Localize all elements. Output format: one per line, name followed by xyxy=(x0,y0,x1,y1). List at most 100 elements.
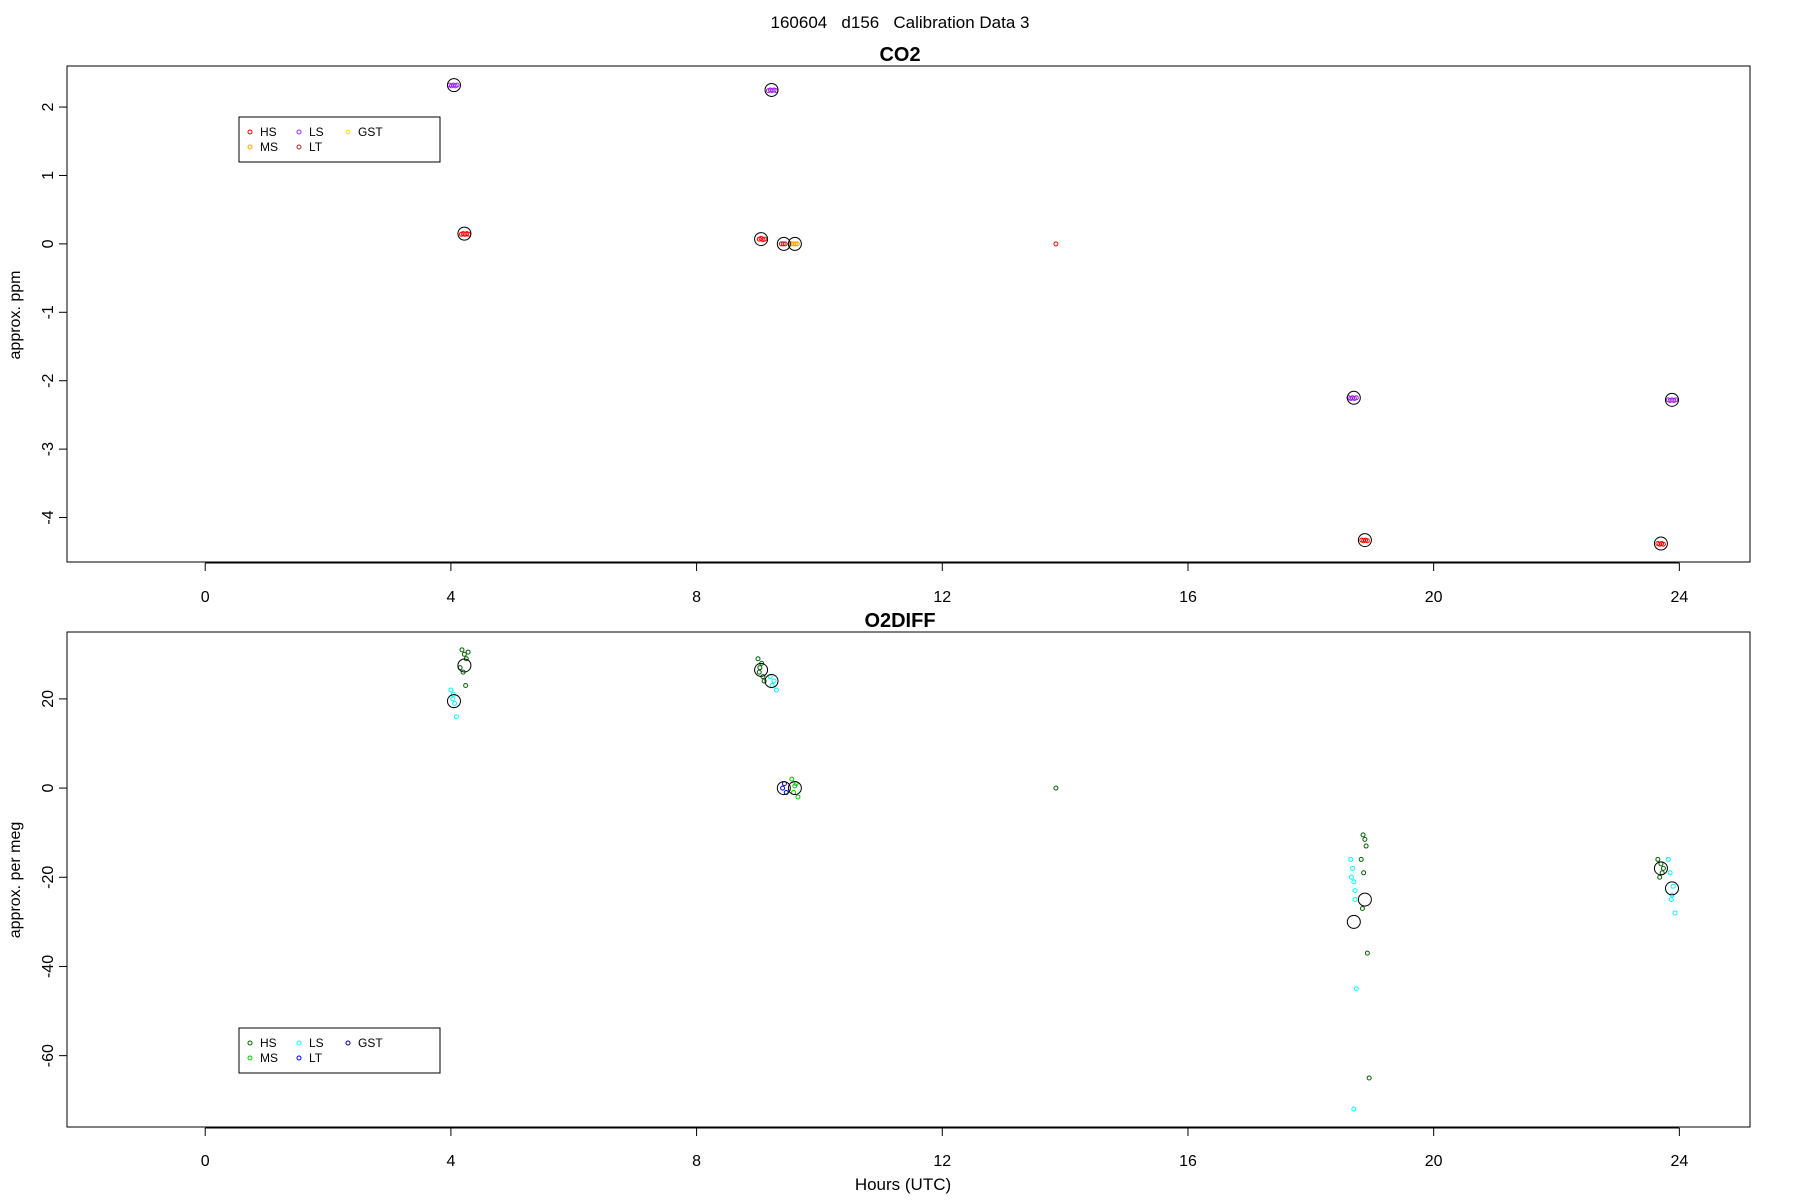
chart-o2diff-mean-marker xyxy=(1357,892,1372,907)
chart-co2-y-tick-label: 2 xyxy=(40,103,57,112)
chart-co2-x-tick-label: 16 xyxy=(1179,589,1197,606)
chart-o2diff-x-tick-label: 24 xyxy=(1670,1153,1688,1170)
chart-o2diff-y-tick-label: 0 xyxy=(40,784,57,793)
chart-co2-legend-box xyxy=(238,116,441,163)
chart-o2diff-point-ms xyxy=(789,776,795,782)
chart-o2diff-mean-marker xyxy=(446,694,461,709)
chart-o2diff-mean-marker xyxy=(776,781,791,796)
chart-o2diff-point-ls xyxy=(1353,986,1359,992)
chart-o2diff-point-ls xyxy=(1352,888,1358,894)
chart-co2-x-tick-label: 12 xyxy=(933,589,951,606)
chart-o2diff-mean-marker xyxy=(764,674,779,689)
chart-co2-mean-marker xyxy=(764,82,779,97)
chart-o2diff-point-hs xyxy=(1359,905,1365,911)
chart-o2diff-y-tick-label: 20 xyxy=(40,690,57,708)
chart-o2diff-x-tick-label: 12 xyxy=(933,1153,951,1170)
chart-co2-point-hs xyxy=(1364,538,1370,544)
chart-o2diff-mean-marker xyxy=(1653,861,1668,876)
chart-o2diff-xlabel: Hours (UTC) xyxy=(855,1175,951,1194)
chart-o2diff-legend-label-hs: HS xyxy=(260,1036,277,1050)
chart-co2-x-tick-label: 24 xyxy=(1670,589,1688,606)
chart-o2diff-title: O2DIFF xyxy=(864,610,935,632)
chart-co2-y-tick-label: -2 xyxy=(40,373,57,387)
chart-co2-legend-marker-gst xyxy=(345,129,351,135)
page-title: 160604 d156 Calibration Data 3 xyxy=(771,13,1030,32)
chart-o2diff-point-ls xyxy=(448,687,454,693)
chart-co2-point-ls xyxy=(454,82,460,88)
chart-co2-point-lt xyxy=(782,241,788,247)
chart-o2diff-point-ls xyxy=(1348,856,1354,862)
chart-co2-legend-label-gst: GST xyxy=(358,125,383,139)
chart-co2-mean-marker xyxy=(446,78,461,93)
chart-o2diff-legend-label-gst: GST xyxy=(358,1036,383,1050)
chart-co2-point-lt xyxy=(780,241,786,247)
chart-o2diff-point-ls xyxy=(1348,874,1354,880)
chart-o2diff-point-ms xyxy=(795,794,801,800)
chart-o2diff-point-ls xyxy=(1350,865,1356,871)
chart-co2-legend-label-ms: MS xyxy=(260,140,278,154)
chart-co2-x-tick-label: 0 xyxy=(201,589,210,606)
chart-o2diff-y-tick-label: -40 xyxy=(40,955,57,978)
chart-co2-y-tick-label: -4 xyxy=(40,510,57,524)
chart-o2diff-point-ls xyxy=(1665,856,1671,862)
chart-o2diff-point-ls xyxy=(1668,897,1674,903)
chart-o2diff-mean-marker xyxy=(1664,881,1679,896)
chart-o2diff-y-tick-label: -20 xyxy=(40,866,57,889)
chart-o2diff-point-hs xyxy=(463,683,469,689)
chart-o2diff-point-ls xyxy=(1352,897,1358,903)
chart-o2diff-point-ms xyxy=(792,783,798,789)
chart-co2-ylabel: approx. ppm xyxy=(7,271,24,360)
chart-o2diff-point-hs xyxy=(1655,856,1661,862)
chart-co2-legend-marker-lt xyxy=(296,144,302,150)
chart-co2-legend-label-lt: LT xyxy=(309,140,323,154)
chart-o2diff-point-hs xyxy=(1360,832,1366,838)
chart-co2-mean-marker xyxy=(1653,536,1668,551)
chart-co2-point-ls xyxy=(1353,395,1359,401)
chart-o2diff-x-tick-label: 16 xyxy=(1179,1153,1197,1170)
chart-o2diff-point-hs xyxy=(461,651,467,657)
chart-co2-legend-marker-ls xyxy=(296,129,302,135)
chart-o2diff-point-ls xyxy=(450,696,456,702)
chart-o2diff-point-hs xyxy=(1363,843,1369,849)
chart-o2diff-legend-label-ms: MS xyxy=(260,1051,278,1065)
chart-o2diff-point-hs xyxy=(465,649,471,655)
chart-co2-mean-marker xyxy=(754,232,769,247)
chart-o2diff-point-hs xyxy=(459,647,465,653)
chart-co2-x-tick-label: 8 xyxy=(692,589,701,606)
chart-o2diff-x-tick-label: 8 xyxy=(692,1153,701,1170)
chart-o2diff-point-lt xyxy=(780,785,786,791)
chart-o2diff-mean-marker xyxy=(457,658,472,673)
chart-o2diff-mean-marker xyxy=(754,662,769,677)
chart-co2-legend-marker-ms xyxy=(247,144,253,150)
chart-co2-point-hs xyxy=(1053,241,1059,247)
chart-co2-y-tick-label: 1 xyxy=(40,171,57,180)
chart-o2diff-point-hs xyxy=(1364,950,1370,956)
chart-co2-x-tick-label: 4 xyxy=(446,589,455,606)
chart-o2diff-legend-marker-ms xyxy=(247,1055,253,1061)
chart-co2-point-ls xyxy=(1673,397,1679,403)
chart-o2diff-mean-marker xyxy=(1346,914,1361,929)
chart-o2diff-point-ls xyxy=(771,678,777,684)
chart-co2-y-tick-label: 0 xyxy=(40,239,57,248)
chart-co2-point-hs xyxy=(762,236,768,242)
chart-o2diff-point-ls xyxy=(453,714,459,720)
chart-o2diff-point-ls xyxy=(1667,870,1673,876)
chart-o2diff-point-ls xyxy=(1351,1106,1357,1112)
chart-co2-point-ms xyxy=(792,241,798,247)
chart-o2diff-legend-marker-gst xyxy=(345,1040,351,1046)
chart-o2diff-point-hs xyxy=(1358,856,1364,862)
chart-o2diff-point-hs xyxy=(1362,836,1368,842)
chart-o2diff-x-tick-label: 20 xyxy=(1425,1153,1443,1170)
chart-o2diff-legend-label-ls: LS xyxy=(309,1036,324,1050)
chart-co2-legend-label-hs: HS xyxy=(260,125,277,139)
chart-co2-y-tick-label: -1 xyxy=(40,305,57,319)
chart-o2diff-point-ls xyxy=(1351,879,1357,885)
chart-o2diff-plot-area xyxy=(66,631,1751,1128)
chart-co2-mean-marker xyxy=(457,226,472,241)
chart-o2diff-point-ls xyxy=(773,687,779,693)
